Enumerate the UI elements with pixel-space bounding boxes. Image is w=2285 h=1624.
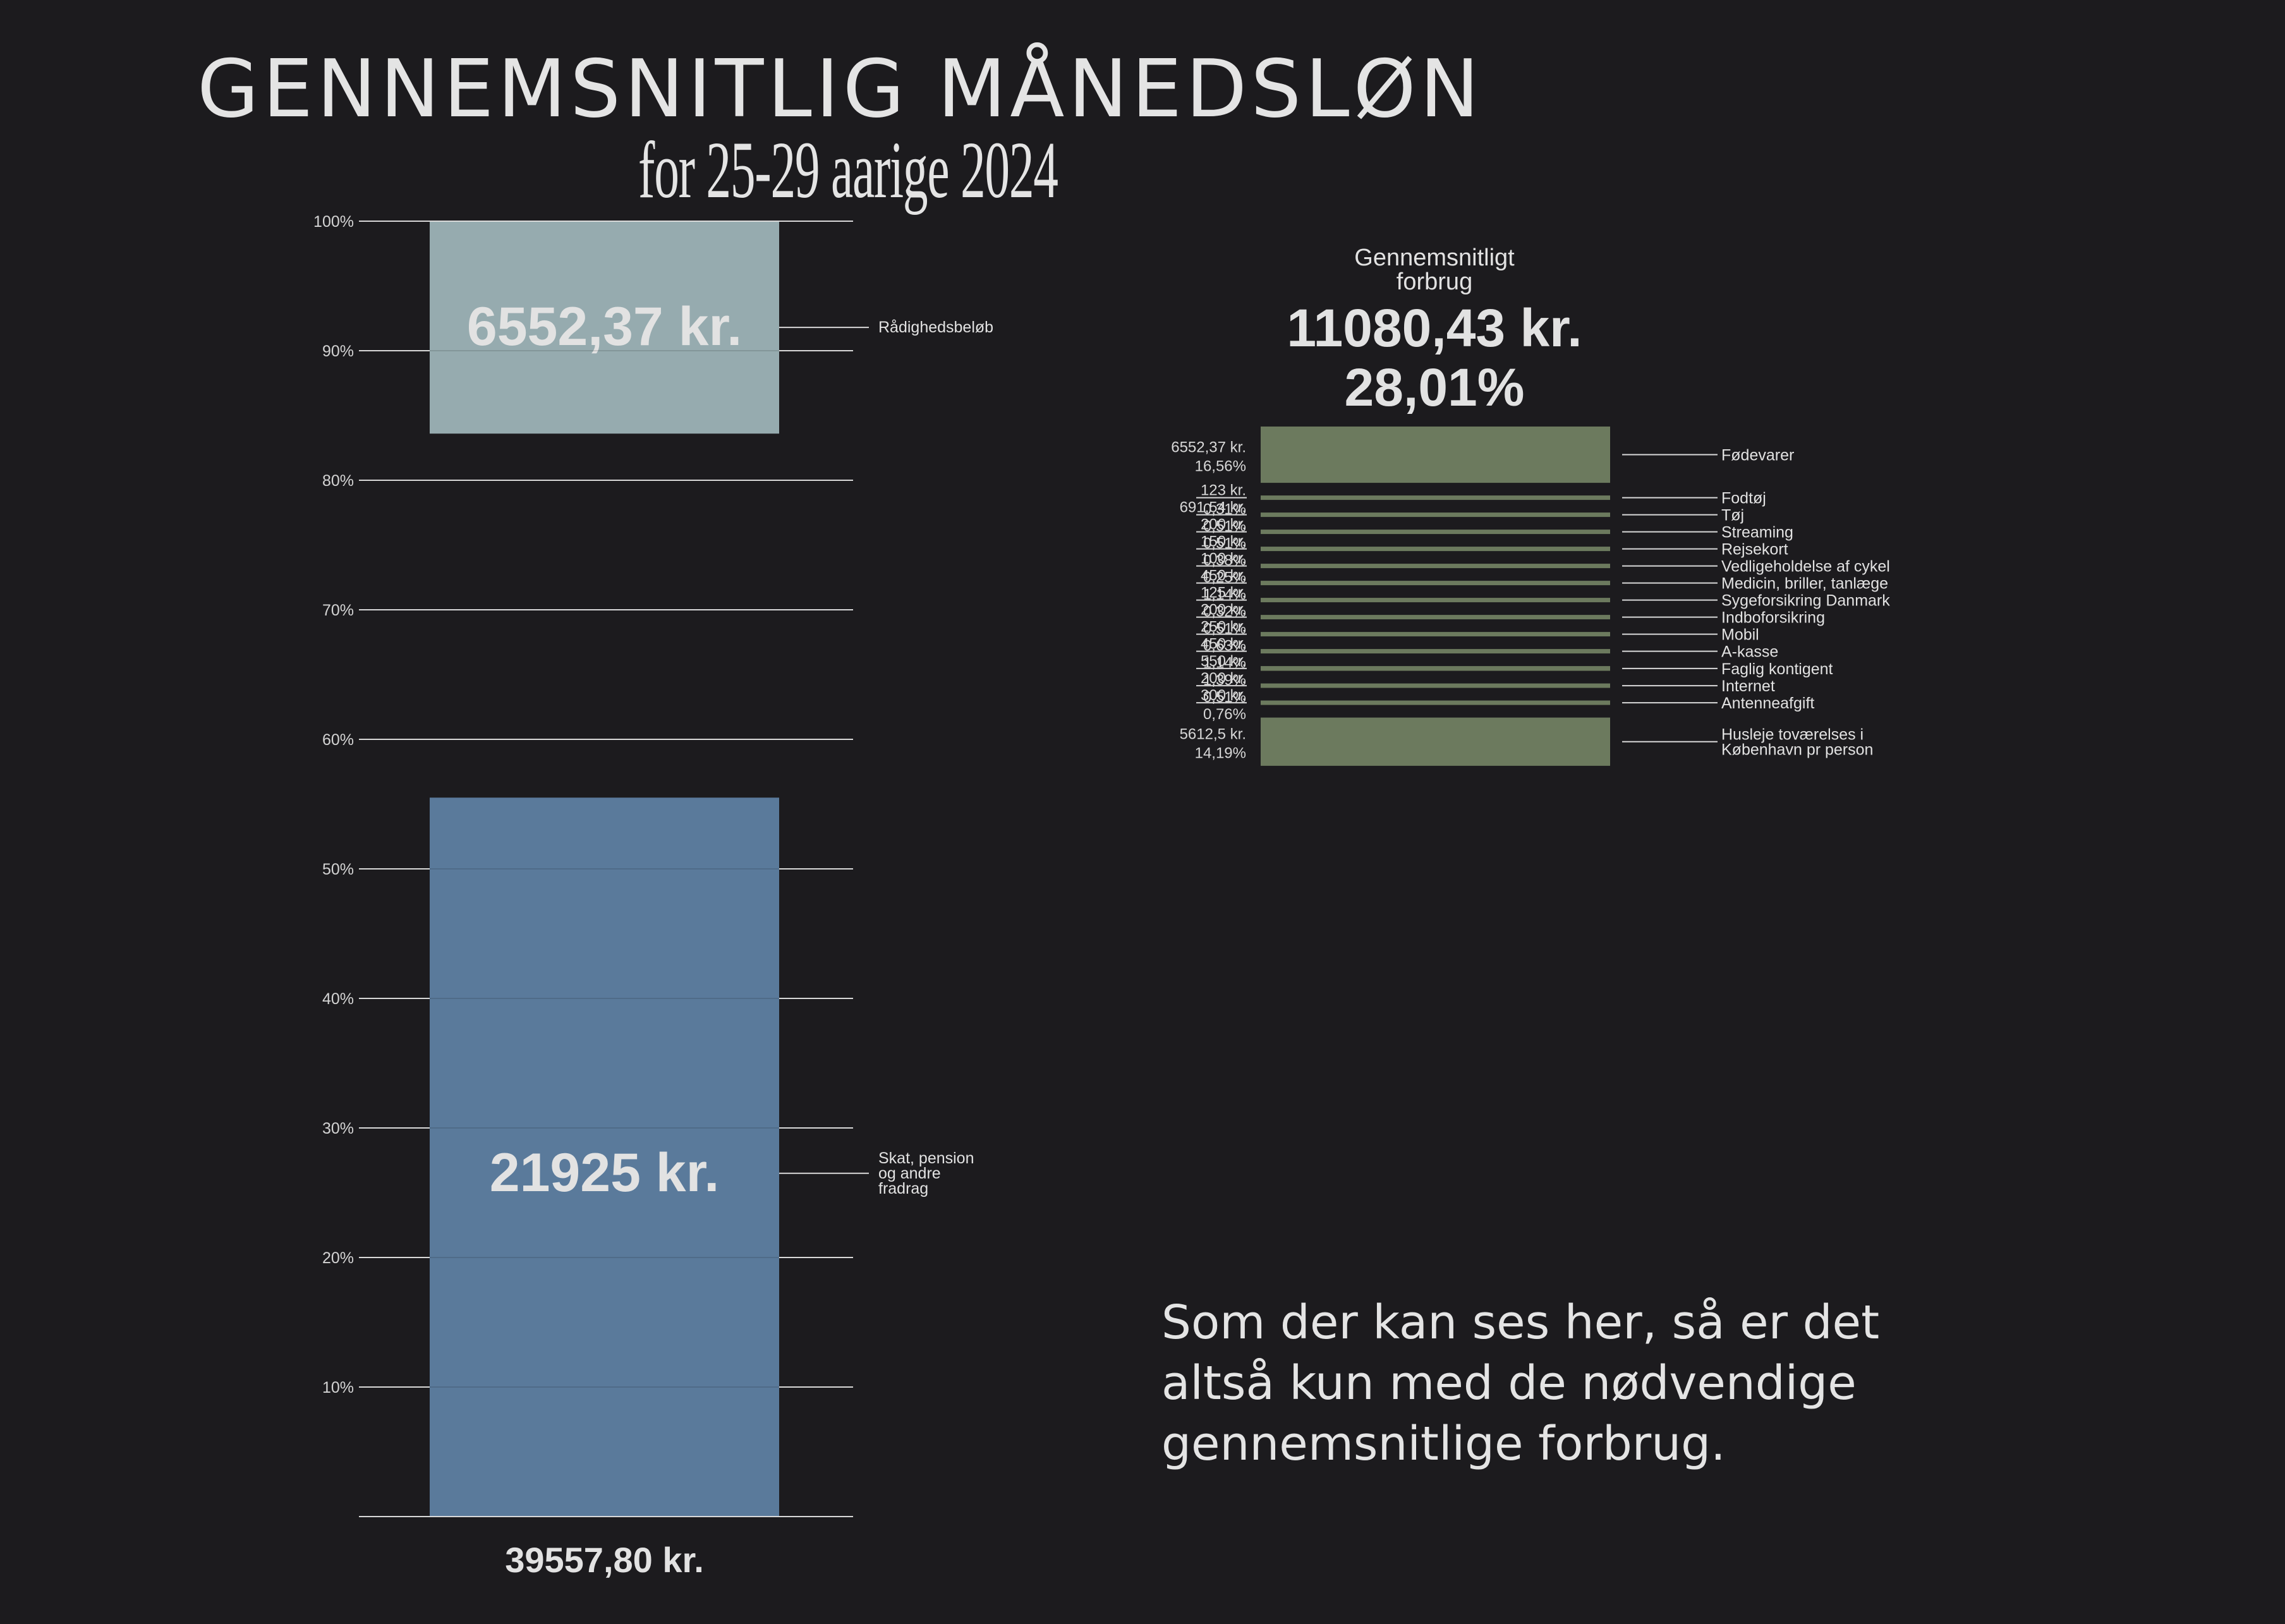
expense-percent-label: 16,56% xyxy=(1195,458,1246,475)
expense-bar xyxy=(1261,700,1610,705)
salary-y-tick-label: 10% xyxy=(322,1379,354,1397)
expense-percent-label: 14,19% xyxy=(1195,745,1246,762)
expense-amount-label: 450 kr. xyxy=(1201,636,1246,653)
expense-bar xyxy=(1261,649,1610,654)
salary-y-tick-label: 70% xyxy=(322,602,354,619)
expense-amount-label: 123 kr. xyxy=(1201,482,1246,499)
salary-y-tick-label: 60% xyxy=(322,731,354,749)
expense-legend-label: Indboforsikring xyxy=(1721,609,1825,627)
salary-segment-value-1: 6552,37 kr. xyxy=(467,296,742,357)
expense-legend-label: Fodtøj xyxy=(1721,490,1766,507)
expense-amount-label: 450 kr. xyxy=(1201,567,1246,585)
expense-amount-label: 150 kr. xyxy=(1201,533,1246,550)
expense-amount-label: 125 kr. xyxy=(1201,585,1246,602)
expense-bar xyxy=(1261,547,1610,552)
expense-bar xyxy=(1261,717,1610,766)
expense-total-amount: 11080,43 kr. xyxy=(1287,298,1582,358)
expense-bar xyxy=(1261,666,1610,671)
expense-title: Gennemsnitligt xyxy=(1354,245,1515,271)
expense-bar xyxy=(1261,615,1610,620)
salary-legend-label-0: fradrag xyxy=(878,1180,928,1197)
expense-legend-label: Vedligeholdelse af cykel xyxy=(1721,558,1890,576)
expense-legend-label: Medicin, briller, tanlæge xyxy=(1721,575,1888,593)
page-subtitle: for 25-29 aarige 2024 xyxy=(638,125,1058,215)
expense-amount-label: 300 kr. xyxy=(1201,687,1246,704)
expense-bar xyxy=(1261,427,1610,483)
salary-y-tick-label: 50% xyxy=(322,861,354,878)
salary-total-label: 39557,80 kr. xyxy=(505,1540,704,1580)
expense-total-percent: 28,01% xyxy=(1345,358,1525,417)
salary-legend-label-1: Rådighedsbeløb xyxy=(878,318,993,336)
salary-segment-value-0: 21925 kr. xyxy=(490,1142,719,1203)
salary-y-tick-label: 90% xyxy=(322,342,354,360)
expense-legend-label: A-kasse xyxy=(1721,643,1778,661)
expense-amount-label: 6552,37 kr. xyxy=(1171,439,1246,456)
expense-amount-label: 200 kr. xyxy=(1201,670,1246,687)
salary-y-tick-label: 100% xyxy=(313,213,354,231)
salary-segment-1 xyxy=(430,221,779,434)
expense-amount-label: 691,54 kr. xyxy=(1180,499,1246,516)
salary-segment-0 xyxy=(430,797,779,1517)
expense-bar xyxy=(1261,632,1610,637)
expense-legend-label: Fødevarer xyxy=(1721,447,1794,464)
expense-legend-label: Rejsekort xyxy=(1721,541,1788,559)
expense-bar xyxy=(1261,683,1610,688)
expense-amount-label: 200 kr. xyxy=(1201,516,1246,533)
expense-amount-label: 5612,5 kr. xyxy=(1180,726,1246,743)
expense-legend-label: København pr person xyxy=(1721,741,1873,759)
expense-legend-label: Faglig kontigent xyxy=(1721,660,1833,678)
salary-legend-label-0: og andre xyxy=(878,1165,941,1182)
expense-legend-label: Internet xyxy=(1721,677,1775,695)
salary-y-tick-label: 20% xyxy=(322,1249,354,1267)
expense-bar xyxy=(1261,564,1610,569)
closing-text: Som der kan ses her, så er det altså kun… xyxy=(1161,1295,1880,1471)
expense-amount-label: 200 kr. xyxy=(1201,602,1246,619)
expense-legend-label: Streaming xyxy=(1721,524,1793,542)
page-title: GENNEMSNITLIG MÅNEDSLØN xyxy=(197,42,1483,135)
expense-bar xyxy=(1261,495,1610,500)
expense-bar xyxy=(1261,512,1610,518)
expense-amount-label: 550 kr. xyxy=(1201,653,1246,670)
expense-bar xyxy=(1261,530,1610,535)
expense-legend-label: Antenneafgift xyxy=(1721,694,1814,712)
salary-y-tick-label: 80% xyxy=(322,472,354,490)
expense-amount-label: 100 kr. xyxy=(1201,550,1246,567)
expense-legend-label: Husleje toværelses i xyxy=(1721,726,1864,744)
expense-bar xyxy=(1261,581,1610,586)
salary-y-tick-label: 40% xyxy=(322,990,354,1008)
expense-percent-label: 0,76% xyxy=(1203,706,1246,723)
salary-y-tick-label: 30% xyxy=(322,1120,354,1137)
expense-title: forbrug xyxy=(1397,269,1472,295)
expense-legend-label: Mobil xyxy=(1721,626,1759,644)
salary-legend-label-0: Skat, pension xyxy=(878,1149,974,1167)
expense-amount-label: 250 kr. xyxy=(1201,619,1246,636)
expense-legend-label: Sygeforsikring Danmark xyxy=(1721,592,1890,610)
expense-legend-label: Tøj xyxy=(1721,507,1744,524)
expense-bar xyxy=(1261,598,1610,603)
